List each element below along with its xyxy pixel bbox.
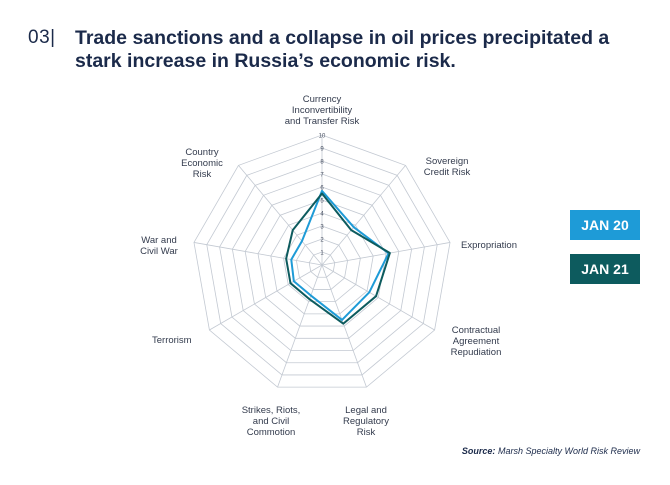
axis-label-5-line-1: Legal and — [345, 405, 387, 416]
legend-jan21: JAN 21 — [570, 254, 640, 284]
axis-label-4-line-1: Contractual — [451, 325, 501, 336]
axis-label-1-line-2: Inconvertibility — [291, 105, 353, 116]
grid-ring-8 — [219, 160, 425, 364]
grid-ring-3 — [283, 225, 361, 303]
chart-title: Trade sanctions and a collapse in oil pr… — [75, 27, 610, 72]
axis-label-7-line-1: Terrorism — [152, 335, 192, 346]
axis-label-9-line-3: Risk — [192, 169, 212, 180]
axis-label-3-line-1: Expropriation — [461, 240, 517, 251]
legend-jan21-label: JAN 21 — [581, 261, 629, 277]
axis-label-2-line-1: Sovereign — [425, 156, 469, 167]
grid-ring-9 — [206, 147, 438, 376]
grid-spoke-6 — [277, 264, 323, 388]
axis-label-2: Sovereign Credit Risk — [412, 156, 482, 178]
grid-spoke-4 — [321, 264, 435, 331]
series-line-jan20 — [290, 189, 390, 321]
axis-label-4-line-2: Agreement — [452, 336, 500, 347]
grid-spoke-3 — [321, 242, 451, 266]
axis-label-6-line-2: and Civil — [252, 416, 290, 427]
axis-label-8-line-2: Civil War — [140, 246, 178, 257]
tick-label-10: 10 — [319, 134, 326, 140]
axis-label-4: Contractual Agreement Repudiation — [441, 325, 511, 358]
source-text: Marsh Specialty World Risk Review — [497, 446, 640, 456]
grid-spoke-8 — [193, 242, 323, 266]
axis-label-5: Legal and Regulatory Risk — [333, 405, 399, 438]
axis-label-9-line-2: Economic — [181, 158, 223, 169]
axis-label-8-line-1: War and — [141, 235, 177, 246]
tick-label-9: 9 — [320, 147, 324, 153]
axis-label-7: Terrorism — [152, 335, 202, 346]
grid-ring-10 — [193, 134, 451, 388]
grid-ring-1 — [308, 251, 336, 278]
grid-spoke-7 — [209, 264, 323, 331]
axis-label-6: Strikes, Riots, and Civil Commotion — [228, 405, 314, 438]
axis-label-9: Country Economic Risk — [170, 147, 234, 180]
axis-label-5-line-3: Risk — [356, 427, 376, 438]
tick-label-7: 7 — [320, 173, 324, 179]
tick-label-8: 8 — [320, 160, 324, 166]
grid-ring-5 — [257, 199, 387, 327]
axis-label-8: War and Civil War — [130, 235, 188, 257]
legend-jan20: JAN 20 — [570, 210, 640, 240]
tick-label-1: 1 — [320, 251, 324, 257]
axis-label-5-line-2: Regulatory — [343, 416, 389, 427]
axis-label-3: Expropriation — [461, 240, 541, 251]
tick-label-2: 2 — [320, 238, 324, 244]
source-note: Source: Marsh Specialty World Risk Revie… — [462, 446, 640, 456]
axis-label-4-line-3: Repudiation — [450, 347, 502, 358]
axis-label-1-line-1: Currency — [302, 94, 342, 105]
axis-label-6-line-1: Strikes, Riots, — [241, 405, 301, 416]
legend-jan20-label: JAN 20 — [581, 217, 629, 233]
tick-label-3: 3 — [320, 225, 324, 231]
grid-ring-6 — [244, 186, 400, 339]
grid-spoke-9 — [238, 165, 323, 266]
axis-label-1-line-3: and Transfer Risk — [284, 116, 360, 127]
tick-label-4: 4 — [320, 212, 324, 218]
grid-ring-2 — [295, 238, 349, 290]
axis-label-1: Currency Inconvertibility and Transfer Ris… — [250, 94, 394, 127]
axis-label-9-line-1: Country — [185, 147, 219, 158]
axis-label-6-line-3: Commotion — [246, 427, 296, 438]
grid-spoke-2 — [321, 165, 406, 266]
axis-label-2-line-2: Credit Risk — [423, 167, 471, 178]
tick-label-5: 5 — [320, 199, 324, 205]
grid-ring-7 — [231, 173, 413, 351]
series-line-jan21 — [285, 192, 391, 325]
grid-spoke-5 — [321, 264, 367, 388]
tick-label-6: 6 — [320, 186, 324, 192]
grid-ring-4 — [270, 212, 374, 315]
source-label: Source: — [461, 446, 496, 456]
section-number: 03| — [28, 27, 56, 48]
